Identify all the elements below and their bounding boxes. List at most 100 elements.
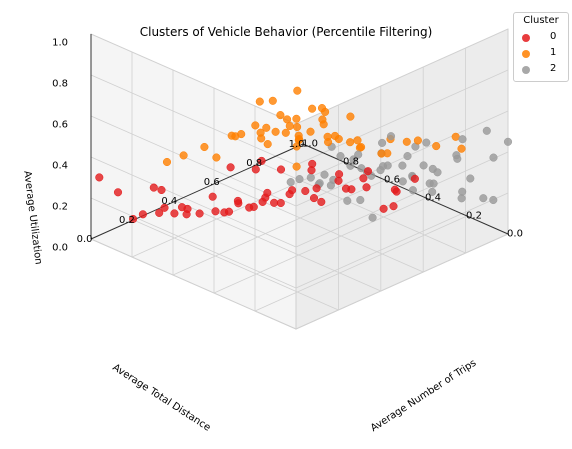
point-cluster-1-40: [293, 86, 302, 95]
x-tick-3: 0.6: [384, 174, 400, 185]
grid-z-wallx-2: [295, 151, 509, 248]
wall-pane-y: [90, 33, 297, 330]
point-cluster-1-20: [292, 114, 301, 123]
point-cluster-2-16: [458, 187, 467, 196]
point-cluster-0-42: [301, 186, 310, 196]
point-cluster-1-15: [257, 134, 266, 143]
point-cluster-0-41: [362, 183, 371, 192]
point-cluster-2-27: [306, 173, 315, 182]
grid-x-floor-1: [254, 215, 468, 312]
legend-item-1: 1: [522, 47, 566, 61]
x-tick-2: 0.4: [425, 192, 441, 203]
point-cluster-2-39: [368, 213, 377, 222]
point-cluster-1-41: [292, 162, 301, 171]
point-cluster-1-43: [212, 153, 221, 162]
point-cluster-2-7: [403, 152, 412, 161]
point-cluster-2-24: [429, 179, 438, 188]
point-cluster-2-40: [295, 175, 304, 184]
point-cluster-2-44: [458, 135, 467, 144]
grid-x-floor-3: [172, 179, 386, 276]
point-cluster-1-45: [318, 115, 327, 124]
point-cluster-0-7: [312, 184, 321, 193]
point-cluster-1-23: [251, 121, 260, 130]
grid-z-wally-2: [90, 156, 297, 248]
grid-y-floor-4: [260, 162, 466, 254]
point-cluster-0-6: [263, 188, 272, 197]
point-cluster-2-41: [286, 178, 295, 187]
point-cluster-0-37: [251, 165, 260, 174]
point-cluster-2-20: [489, 195, 498, 205]
z-tick-1: 0.2: [52, 202, 68, 213]
point-cluster-1-18: [324, 138, 333, 147]
point-cluster-1-44: [306, 127, 315, 136]
point-cluster-0-35: [308, 159, 317, 168]
grid-z-wally-5: [90, 33, 297, 125]
chart-title: Clusters of Vehicle Behavior (Percentile…: [140, 25, 433, 39]
z-tick-0: 0.0: [52, 243, 68, 254]
z-tick-2: 0.4: [52, 161, 68, 172]
point-cluster-2-34: [378, 138, 387, 147]
grid-z-wally-3: [90, 115, 297, 207]
point-cluster-2-21: [479, 194, 488, 203]
point-cluster-0-32: [390, 185, 399, 194]
point-cluster-1-31: [402, 137, 411, 146]
point-cluster-0-34: [335, 170, 344, 179]
point-cluster-0-11: [309, 194, 319, 203]
grid-y-floor-3: [218, 181, 424, 273]
point-cluster-0-30: [379, 204, 388, 213]
legend-title: Cluster: [523, 15, 559, 26]
grid-z-wally-0: [90, 238, 297, 330]
point-cluster-0-29: [95, 173, 104, 182]
point-cluster-1-12: [346, 138, 355, 147]
point-cluster-2-46: [489, 153, 498, 162]
grid-z-wally-4: [90, 74, 297, 166]
point-cluster-2-5: [398, 161, 407, 170]
point-cluster-2-14: [354, 150, 363, 159]
point-cluster-1-8: [321, 107, 330, 116]
point-cluster-1-26: [227, 131, 236, 140]
point-cluster-1-34: [432, 142, 441, 151]
y-tick-5: 1.0: [289, 139, 305, 150]
point-cluster-1-33: [353, 136, 362, 145]
legend-label-0: 0: [550, 31, 557, 42]
point-cluster-0-39: [257, 156, 266, 165]
point-cluster-1-37: [451, 132, 460, 141]
grid-z-wally-1: [90, 197, 297, 289]
y-tick-1: 0.2: [119, 215, 135, 226]
tick-labels: 0.0 0.2 0.4 0.6 0.8 1.0 0.0 0.2 0.4 0.6 0.8 1.0 0.0 0…: [52, 38, 523, 254]
x-tick-1: 0.2: [466, 210, 482, 221]
point-cluster-0-10: [233, 196, 242, 205]
point-cluster-0-14: [224, 207, 234, 216]
point-cluster-0-5: [288, 186, 297, 195]
point-cluster-0-13: [249, 202, 258, 211]
point-cluster-1-4: [308, 104, 317, 113]
legend-marker-1: [522, 50, 530, 58]
point-cluster-0-21: [211, 207, 220, 216]
point-cluster-0-46: [157, 185, 166, 195]
grid-y-floor-2: [175, 200, 381, 292]
point-cluster-2-6: [398, 177, 407, 186]
z-axis-label: Average Utilization: [21, 170, 43, 265]
point-cluster-2-17: [433, 168, 442, 177]
point-cluster-1-35: [413, 136, 422, 145]
point-cluster-0-9: [258, 197, 267, 206]
point-cluster-2-0: [356, 195, 365, 205]
point-cluster-1-36: [457, 144, 466, 153]
point-cluster-2-10: [428, 187, 437, 196]
point-cluster-1-9: [285, 121, 294, 131]
y-tick-2: 0.4: [161, 196, 177, 207]
point-cluster-1-47: [268, 96, 277, 105]
point-cluster-0-38: [226, 163, 235, 172]
point-cluster-1-28: [179, 151, 188, 160]
point-cluster-1-19: [295, 135, 304, 144]
legend-item-0: 0: [522, 31, 566, 45]
point-cluster-1-17: [357, 143, 366, 152]
point-cluster-2-4: [336, 152, 345, 161]
point-cluster-0-23: [170, 209, 179, 218]
point-cluster-0-25: [129, 214, 138, 224]
legend-item-2: 2: [522, 63, 566, 77]
point-cluster-2-43: [386, 132, 396, 141]
z-tick-3: 0.6: [52, 120, 68, 131]
legend-label-1: 1: [550, 47, 557, 58]
point-cluster-0-24: [160, 203, 169, 212]
